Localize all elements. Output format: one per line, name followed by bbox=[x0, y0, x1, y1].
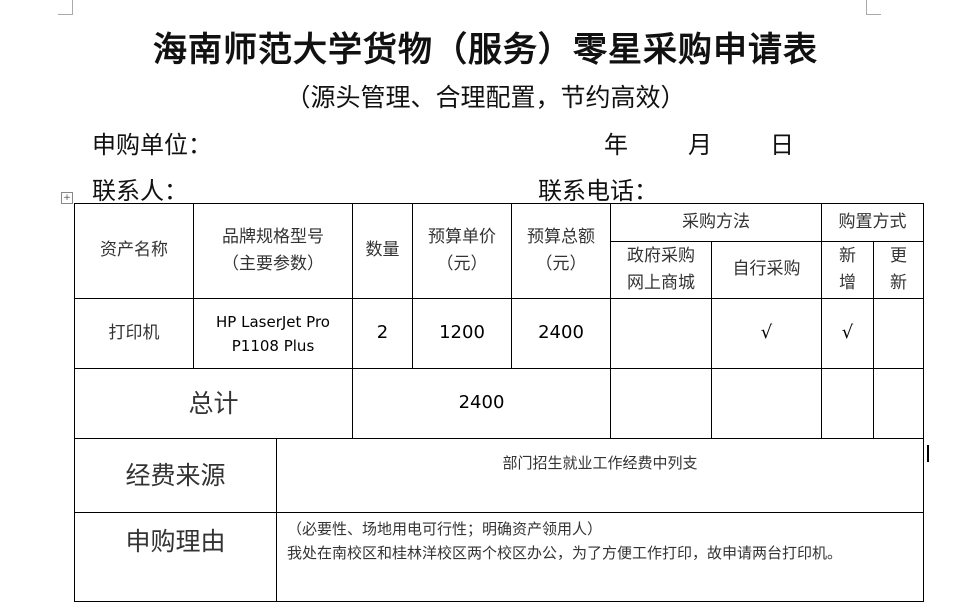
row-unit-price[interactable]: 1200 bbox=[412, 298, 512, 369]
header-unit-price-text: 预算单价 bbox=[428, 226, 496, 247]
header-total: 预算总额 （元） bbox=[511, 203, 611, 299]
row-brand[interactable]: HP LaserJet Pro P1108 Plus bbox=[193, 298, 353, 369]
header-new: 新增 bbox=[821, 241, 874, 299]
header-update: 更新 bbox=[873, 241, 924, 299]
table-move-handle-icon[interactable]: + bbox=[61, 192, 73, 204]
row-self-check[interactable]: √ bbox=[711, 298, 822, 369]
day-label: 日 bbox=[770, 131, 794, 159]
header-buy-type: 购置方式 bbox=[821, 203, 924, 242]
row-update[interactable] bbox=[873, 298, 924, 369]
header-total-sub: （元） bbox=[535, 254, 587, 274]
sum-value[interactable]: 2400 bbox=[352, 368, 611, 439]
page-subtitle: （源头管理、合理配置，节约高效） bbox=[285, 83, 686, 112]
header-brand: 品牌规格型号 （主要参数） bbox=[193, 203, 353, 299]
reason-value: 我处在南校区和桂林洋校区两个校区办公，为了方便工作打印，故申请两台打印机。 bbox=[287, 544, 843, 562]
header-asset: 资产名称 bbox=[74, 203, 194, 299]
month-label: 月 bbox=[688, 131, 712, 159]
reason-label: 申购理由 bbox=[74, 512, 277, 602]
header-gov: 政府采购网上商城 bbox=[610, 241, 712, 299]
funding-label: 经费来源 bbox=[74, 438, 277, 513]
header-qty: 数量 bbox=[352, 203, 413, 299]
header-unit-price-sub: （元） bbox=[436, 254, 488, 274]
row-new-check[interactable]: √ bbox=[821, 298, 874, 369]
funding-value[interactable]: 部门招生就业工作经费中列支 bbox=[276, 438, 924, 513]
text-cursor bbox=[927, 445, 929, 462]
row-asset[interactable]: 打印机 bbox=[74, 298, 194, 369]
year-label: 年 bbox=[604, 131, 628, 159]
contact-label: 联系人： bbox=[92, 177, 188, 205]
margin-mark bbox=[58, 0, 73, 15]
header-total-text: 预算总额 bbox=[527, 226, 595, 247]
row-qty[interactable]: 2 bbox=[352, 298, 413, 369]
margin-mark bbox=[866, 0, 881, 15]
reason-field[interactable]: （必要性、场地用电可行性；明确资产领用人） 我处在南校区和桂林洋校区两个校区办公，… bbox=[276, 512, 924, 602]
sum-label: 总计 bbox=[74, 368, 353, 439]
sum-update[interactable] bbox=[873, 368, 924, 439]
phone-label: 联系电话： bbox=[538, 177, 658, 205]
reason-hint: （必要性、场地用电可行性；明确资产领用人） bbox=[287, 520, 603, 538]
header-brand-text: 品牌规格型号 bbox=[222, 226, 324, 247]
header-brand-sub: （主要参数） bbox=[222, 254, 324, 274]
sum-new[interactable] bbox=[821, 368, 874, 439]
header-self: 自行采购 bbox=[711, 241, 822, 299]
row-total[interactable]: 2400 bbox=[511, 298, 611, 369]
row-gov[interactable] bbox=[610, 298, 712, 369]
header-method: 采购方法 bbox=[610, 203, 822, 242]
sum-gov[interactable] bbox=[610, 368, 712, 439]
sum-self[interactable] bbox=[711, 368, 822, 439]
applicant-unit-label: 申购单位： bbox=[92, 131, 212, 159]
page-title: 海南师范大学货物（服务）零星采购申请表 bbox=[153, 30, 818, 70]
header-unit-price: 预算单价 （元） bbox=[412, 203, 512, 299]
